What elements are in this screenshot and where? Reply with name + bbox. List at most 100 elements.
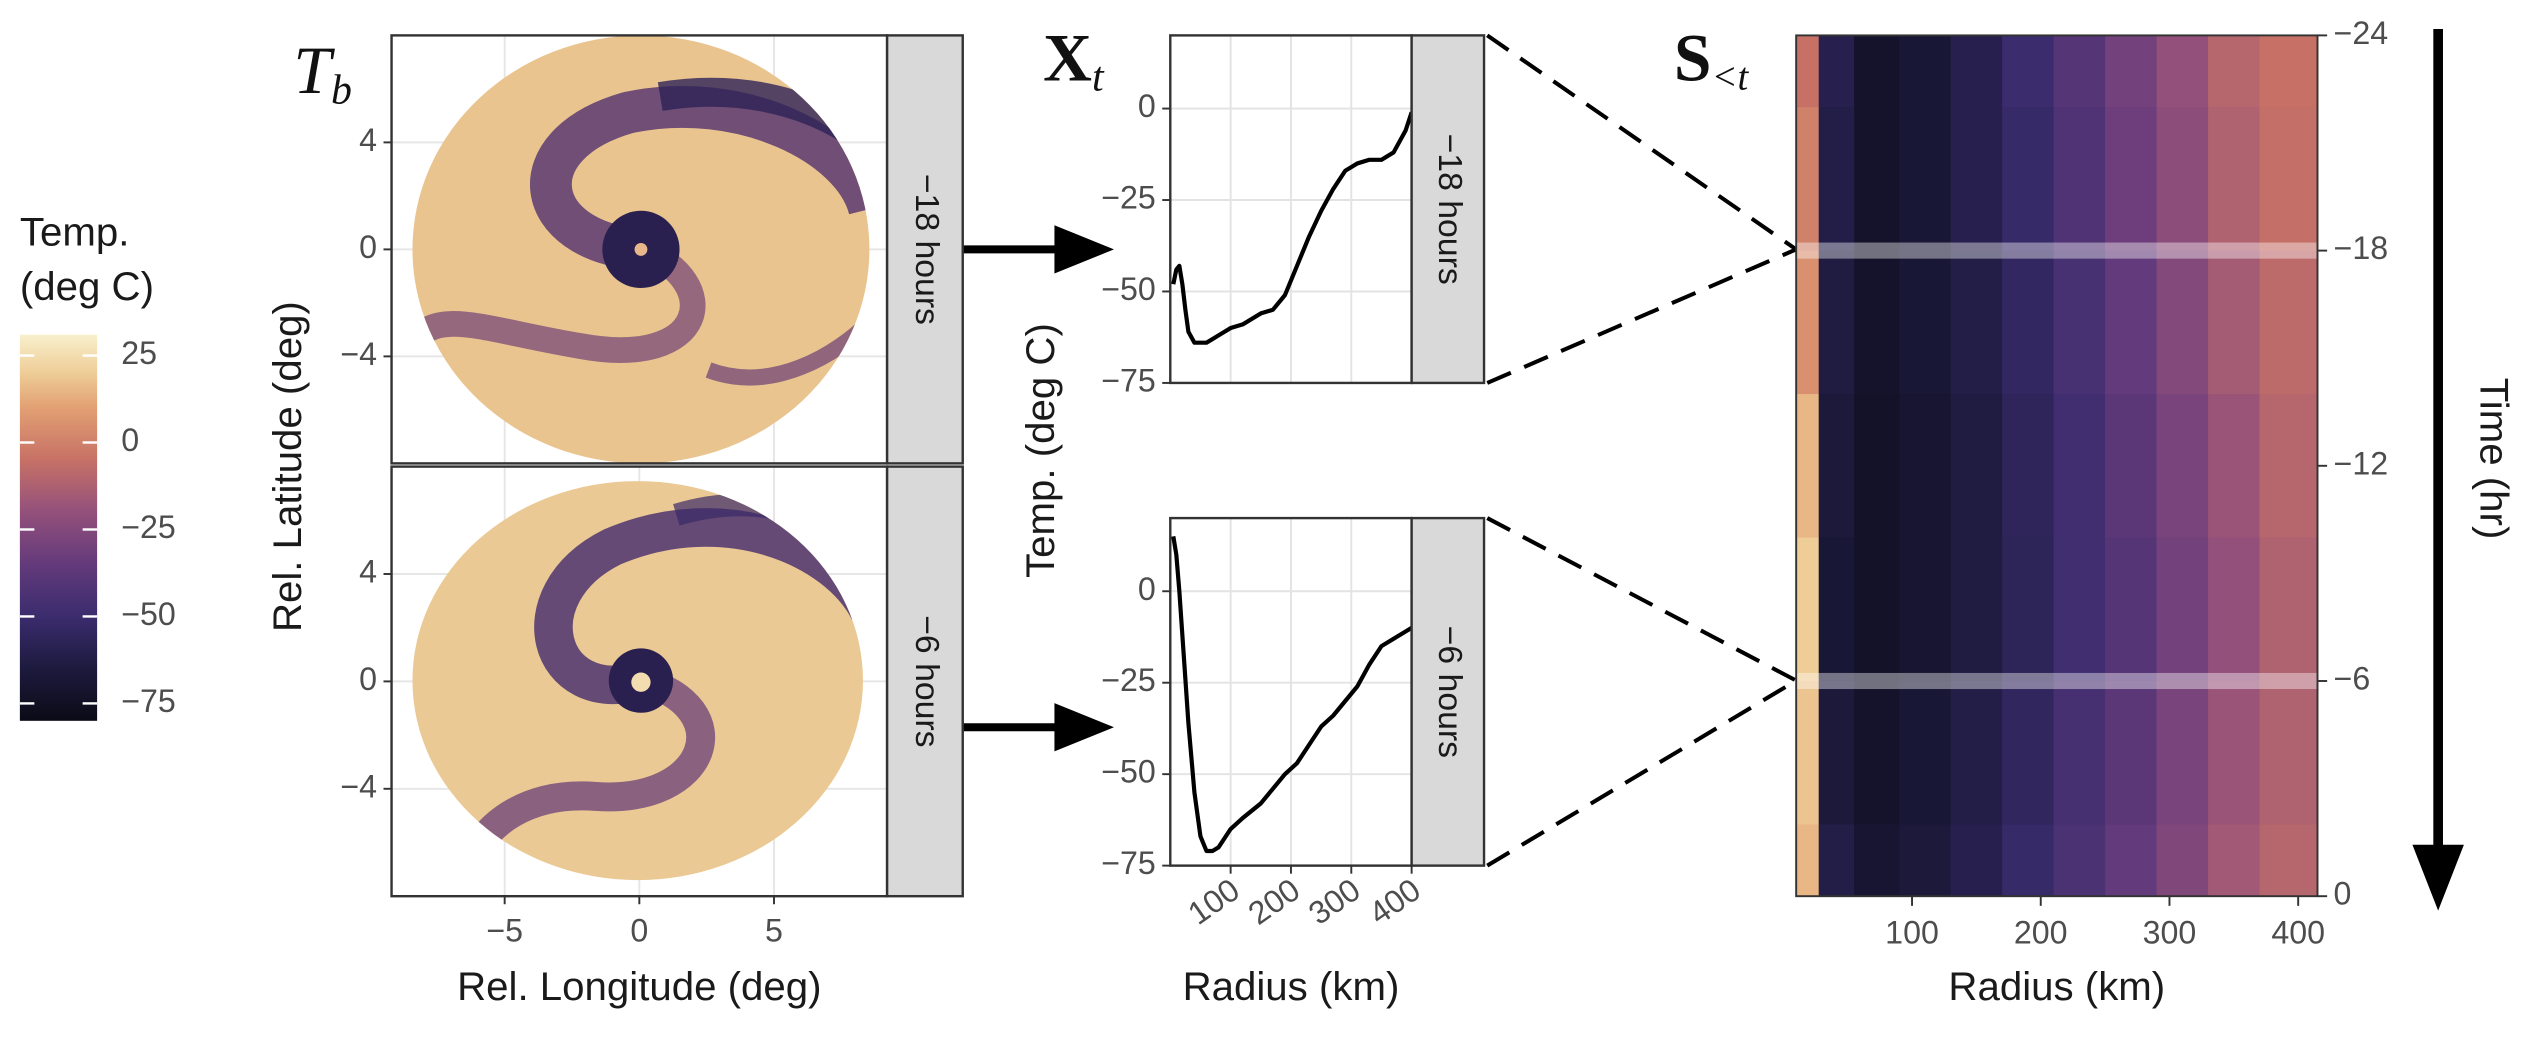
heatmap-cell <box>2002 680 2055 826</box>
x-tick-label: 100 <box>1885 914 1939 950</box>
highlight-band <box>1796 672 2318 690</box>
heatmap-cell <box>1899 394 1952 539</box>
line <box>1171 536 1413 854</box>
y-tick-label: −4 <box>340 336 377 372</box>
y-tick-label: −50 <box>1101 754 1156 790</box>
line <box>1171 111 1414 345</box>
heatmap-cell <box>1796 250 1820 395</box>
title-main: X <box>1043 20 1092 95</box>
heatmap-cell <box>1796 537 1820 682</box>
heatmap-cell <box>2053 250 2106 395</box>
heatmap-cell <box>1818 394 1855 539</box>
heatmap-cell <box>2259 250 2319 395</box>
y-tick-label: 0 <box>1138 571 1156 607</box>
heatmap-cell <box>2208 394 2261 539</box>
heatmap-cell <box>2208 680 2261 826</box>
satellite-image <box>412 35 870 464</box>
y-tick-label: −12 <box>2334 445 2389 481</box>
zoom-line <box>1486 247 1797 385</box>
x-tick-label: 300 <box>2143 914 2197 950</box>
heatmap-cell <box>2002 107 2055 252</box>
satellite-image <box>412 481 863 881</box>
y-axis-title: Temp. (deg C) <box>1018 323 1063 578</box>
heatmap-cell <box>1950 250 2003 395</box>
heatmap-cell <box>1818 680 1855 826</box>
heatmap-cell <box>1950 680 2003 826</box>
x-tick-label: 200 <box>2014 914 2068 950</box>
facet-label: −6 hours <box>1431 626 1469 758</box>
legend-label: 0 <box>121 422 139 458</box>
heatmap-cell <box>2105 824 2158 897</box>
heatmap-cell <box>2208 824 2261 897</box>
legend-label: −25 <box>121 509 176 545</box>
facet-strip <box>1410 34 1486 385</box>
heatmap-cell <box>2156 107 2209 252</box>
y-tick-label: 0 <box>359 229 377 265</box>
heatmap-cell <box>2105 394 2158 539</box>
heatmap-cell <box>2105 107 2158 252</box>
zoom-line <box>1486 678 1798 868</box>
facet-label: −18 hours <box>908 174 946 325</box>
heatmap-cell <box>2002 250 2055 395</box>
heatmap-cell <box>1854 250 1900 395</box>
legend-title: (deg C) <box>20 264 154 309</box>
y-tick-label: −6 <box>2334 660 2371 696</box>
heatmap-cell <box>2053 680 2106 826</box>
time-arrow-head <box>2412 844 2464 911</box>
heatmap-cell <box>2053 107 2106 252</box>
heatmap-cell <box>2259 680 2319 826</box>
x-tick-label: 0 <box>630 913 648 949</box>
arrow-head <box>1054 703 1114 752</box>
facet-strip <box>885 34 964 465</box>
heatmap-cell <box>2156 537 2209 682</box>
legend-label: −75 <box>121 683 176 719</box>
heatmap-cell <box>2002 394 2055 539</box>
zoom-line <box>1486 516 1798 683</box>
colorbar <box>19 334 98 721</box>
heatmap-cell <box>2053 394 2106 539</box>
heatmap-cell <box>1854 107 1900 252</box>
facet-label: −18 hours <box>1431 134 1469 285</box>
heatmap-cell <box>1796 680 1820 826</box>
heatmap-cell <box>1854 680 1900 826</box>
arrow-head <box>1054 225 1114 274</box>
heatmap-cell <box>2259 537 2319 682</box>
facet-strip <box>1410 516 1486 867</box>
heatmap-cell <box>1796 394 1820 539</box>
zoom-line <box>1486 33 1798 252</box>
heatmap-cell <box>1899 537 1952 682</box>
heatmap-cell <box>2156 824 2209 897</box>
x-tick-label: −5 <box>486 913 523 949</box>
heatmap-cell <box>1796 107 1820 252</box>
title-sub: b <box>331 67 352 113</box>
heatmap-cell <box>1854 824 1900 897</box>
heatmap-cell <box>2002 824 2055 897</box>
panel-title: S<t <box>1674 20 1750 98</box>
heatmap-cell <box>2002 537 2055 682</box>
heatmap-cell <box>1950 537 2003 682</box>
heatmap-cell <box>2105 35 2158 108</box>
y-tick-label: −75 <box>1101 362 1156 398</box>
legend-label: 25 <box>121 335 157 371</box>
heatmap-cell <box>2259 394 2319 539</box>
heatmap-cell <box>2053 35 2106 108</box>
title-main: S <box>1674 20 1712 95</box>
highlight-band <box>1796 242 2318 259</box>
heatmap-cell <box>2156 250 2209 395</box>
heatmap-cell <box>2156 35 2209 108</box>
heatmap-cell <box>2105 537 2158 682</box>
heatmap-cell <box>2208 537 2261 682</box>
heatmap-cell <box>2105 250 2158 395</box>
heatmap-cell <box>1818 250 1855 395</box>
x-axis-title: Radius (km) <box>1948 964 2165 1009</box>
heatmap-cell <box>1899 35 1952 108</box>
heatmap-cell <box>1818 824 1855 897</box>
heatmap-cell <box>1854 35 1900 108</box>
x-tick-label: 5 <box>765 913 783 949</box>
y-tick-label: −24 <box>2334 15 2389 51</box>
heatmap-cell <box>1854 537 1900 682</box>
heatmap-cell <box>2053 537 2106 682</box>
y-tick-label: −18 <box>2334 230 2389 266</box>
